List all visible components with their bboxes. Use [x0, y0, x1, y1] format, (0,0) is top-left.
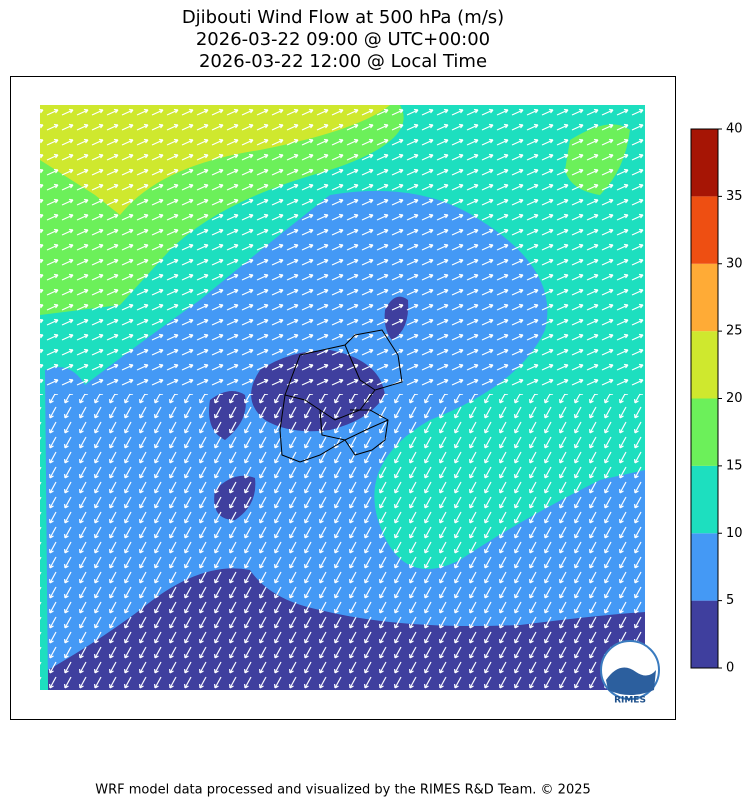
logo-text: RIMES	[614, 696, 646, 706]
colorbar-tick-label: 15	[726, 458, 743, 473]
colorbar-tick-label: 10	[726, 526, 743, 541]
colorbar-tick-label: 30	[726, 256, 743, 271]
wind-arrows	[40, 395, 645, 690]
colorbar-tick-label: 20	[726, 391, 743, 406]
wind-arrows	[40, 105, 645, 395]
colorbar-band	[691, 398, 718, 466]
colorbar-band	[691, 263, 718, 332]
colorbar-tick-label: 35	[726, 189, 743, 204]
colorbar-tick-label: 5	[726, 593, 734, 608]
colorbar-band	[691, 129, 718, 197]
colorbar-band	[691, 331, 718, 399]
title-line: 2026-03-22 12:00 @ Local Time	[199, 51, 487, 72]
colorbar-band	[691, 600, 718, 668]
colorbar-band	[691, 196, 718, 264]
colorbar-band	[691, 465, 718, 534]
colorbar-tick-label: 25	[726, 324, 743, 339]
colorbar: 0 5 10 15 20 25 30 35 40	[690, 122, 743, 676]
map-frame	[10, 76, 676, 720]
wind-field	[40, 105, 645, 690]
footer: WRF model data processed and visualized …	[95, 783, 591, 798]
title-line: 2026-03-22 09:00 @ UTC+00:00	[196, 29, 490, 50]
logo-wave	[606, 667, 656, 695]
colorbar-band	[691, 533, 718, 601]
colorbar-tick-label: 0	[726, 661, 734, 676]
logo: RIMES	[600, 640, 660, 706]
country-border	[279, 329, 403, 463]
colorbar-tick-label: 40	[726, 122, 743, 137]
title-line: Djibouti Wind Flow at 500 hPa (m/s)	[182, 7, 504, 28]
